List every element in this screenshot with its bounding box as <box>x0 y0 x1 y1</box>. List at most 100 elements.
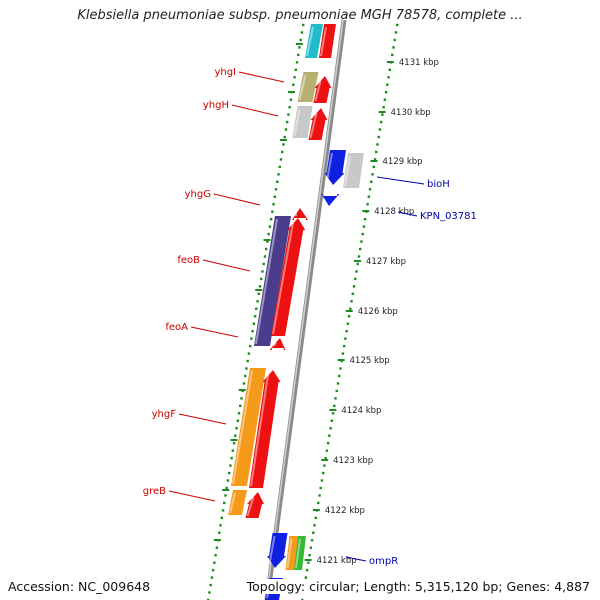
right-guide-dot <box>329 427 332 430</box>
left-guide-dot <box>293 76 296 79</box>
right-guide-dot <box>305 568 309 572</box>
left-guide-dot <box>299 38 302 42</box>
gene-label-greB: greB <box>143 486 166 497</box>
left-guide-dot <box>260 277 263 281</box>
scale-tick-label: 4131 kbp <box>399 58 439 68</box>
scale-tick-label: 4128 kbp <box>374 207 414 217</box>
right-guide-dot <box>310 539 314 542</box>
gene-label-yhgF: yhgF <box>152 409 177 420</box>
right-guide-dot <box>307 561 310 564</box>
right-guide-dot <box>346 322 350 325</box>
left-guide-dot <box>292 83 295 86</box>
left-guide-dot <box>289 98 293 101</box>
left-guide-dot <box>287 113 290 116</box>
right-guide-dot <box>325 449 329 452</box>
left-guide-dot <box>219 524 222 527</box>
gene-label-leader <box>231 104 279 117</box>
right-guide-dot <box>318 494 321 497</box>
left-guide-dot <box>273 195 277 198</box>
gene-block-bioH-grey-shine <box>344 155 351 187</box>
right-guide-dot <box>377 135 380 139</box>
left-guide-dot <box>210 576 214 579</box>
gene-block-yhgH-red-shine <box>309 112 318 139</box>
accession-text: Accession: NC_009648 <box>8 579 151 594</box>
right-guide-dot <box>371 173 374 176</box>
backbone-line <box>264 19 347 600</box>
left-guide-dot <box>283 135 286 139</box>
gene-label-leader <box>345 556 367 562</box>
right-guide-dot <box>312 531 315 534</box>
left-guide-dot <box>261 270 264 273</box>
left-guide-dot <box>282 143 285 146</box>
left-guide-dot <box>257 292 260 296</box>
right-guide-dot <box>347 315 351 318</box>
right-guide-dot <box>372 165 375 169</box>
right-guide-dot <box>351 292 354 296</box>
gene-block-cyan-top <box>305 24 323 58</box>
left-guide-dot <box>242 382 246 385</box>
left-guide-dot <box>278 165 281 169</box>
right-guide-dot <box>363 217 367 221</box>
left-guide-dot <box>247 352 251 355</box>
right-guide-dot <box>356 262 359 266</box>
right-guide-dot <box>324 456 327 460</box>
gene-block-yhgG <box>292 208 308 220</box>
left-guide-dot <box>240 397 243 400</box>
right-guide-dot <box>355 270 358 273</box>
gene-block-bioH-grey <box>343 153 364 188</box>
right-guide-dot <box>378 128 382 131</box>
scale-tick-label: 4129 kbp <box>383 157 423 167</box>
left-guide-dot <box>224 494 227 497</box>
left-guide-dot <box>258 285 262 288</box>
left-guide-dot <box>211 568 215 572</box>
gene-block-yhgH <box>292 106 313 138</box>
gene-block-ompR-orange-shine <box>286 538 293 569</box>
scale-tick-label: 4123 kbp <box>333 456 373 466</box>
left-guide-dot <box>288 105 291 109</box>
right-guide-dot <box>383 98 387 101</box>
right-guide-dot <box>331 412 335 415</box>
gene-label-leader <box>376 176 425 185</box>
left-guide-dot <box>235 427 238 430</box>
gene-label-leader <box>213 193 261 206</box>
right-guide-dot <box>334 397 337 400</box>
left-guide-dot <box>232 441 236 445</box>
gene-block-greB <box>228 490 247 515</box>
right-guide-dot <box>301 598 304 600</box>
right-guide-dot <box>340 359 343 363</box>
scale-tick-label: 4122 kbp <box>325 506 365 516</box>
left-guide-dot <box>227 471 231 475</box>
right-guide-dot <box>342 344 346 348</box>
gene-label-bioH: bioH <box>427 179 450 190</box>
gene-block-ompR-green-shine <box>295 538 301 569</box>
right-guide-dot <box>336 382 340 385</box>
right-guide-dot <box>388 68 391 72</box>
right-guide-dot <box>333 404 336 408</box>
right-guide-dot <box>370 180 373 184</box>
gene-block-yhgH-shine <box>293 108 301 137</box>
left-guide-dot <box>268 225 272 228</box>
gene-block-yhgF-red <box>249 370 281 488</box>
left-guide-dot <box>236 419 240 422</box>
left-guide-dot <box>271 210 274 213</box>
gene-block-cyan-top-shine <box>306 26 314 57</box>
left-guide-dot <box>225 486 228 490</box>
scale-tick-label: 4124 kbp <box>341 406 381 416</box>
left-guide-dot <box>269 217 273 221</box>
gene-block-feoA <box>269 338 286 350</box>
right-guide-dot <box>341 352 345 355</box>
right-guide-dot <box>309 546 313 549</box>
gene-label-ompR: ompR <box>369 556 398 567</box>
left-guide-dot <box>250 337 253 340</box>
gene-label-KPN_03781: KPN_03781 <box>420 211 477 222</box>
gene-block-ompR-green <box>294 536 306 570</box>
scale-tick-label: 4130 kbp <box>391 108 431 118</box>
left-guide-dot <box>256 300 259 303</box>
left-guide-dot <box>263 255 267 258</box>
left-guide-dot <box>234 434 237 437</box>
gene-label-feoA: feoA <box>165 322 188 333</box>
right-guide-dot <box>317 501 320 505</box>
left-guide-dot <box>297 53 300 57</box>
left-guide-dot <box>298 46 301 49</box>
right-guide-dot <box>314 516 317 520</box>
